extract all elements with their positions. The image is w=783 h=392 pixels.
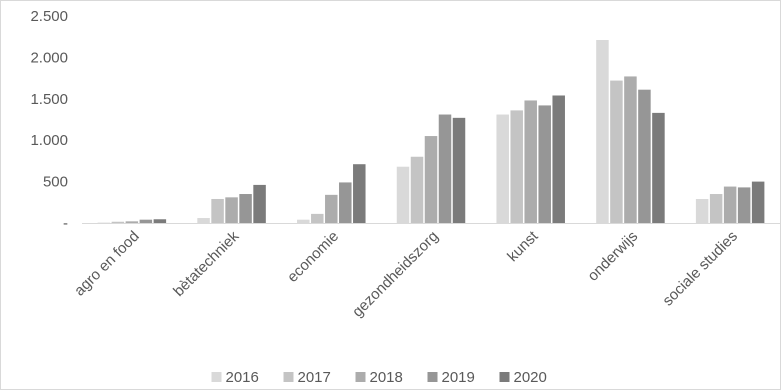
legend-label: 2018 <box>370 369 403 386</box>
bar-2019-6 <box>737 187 751 223</box>
bar-2018-2 <box>325 194 338 223</box>
bar-2017-6 <box>709 194 723 223</box>
legend-item-2017: 2017 <box>283 369 331 386</box>
legend-swatch <box>211 372 222 382</box>
bar-2018-4 <box>524 100 537 223</box>
x-tick-label: gezondheidszorg <box>349 228 442 321</box>
bar-2017-3 <box>410 156 424 223</box>
legend-item-2019: 2019 <box>427 369 475 386</box>
bar-2016-2 <box>297 219 310 223</box>
legend-label: 2019 <box>442 369 475 386</box>
bar-2020-1 <box>253 184 266 223</box>
bar-2018-5 <box>624 76 637 223</box>
bars <box>97 40 765 224</box>
legend-item-2018: 2018 <box>355 369 403 386</box>
bar-2019-3 <box>438 114 452 223</box>
bar-2017-2 <box>311 213 324 223</box>
y-tick-label: 1.000 <box>30 132 68 149</box>
legend-swatch <box>355 372 366 382</box>
bar-2016-6 <box>695 198 709 223</box>
bar-2019-0 <box>139 219 153 223</box>
legend-swatch <box>427 372 438 382</box>
bar-2017-5 <box>610 80 623 223</box>
bar-2016-5 <box>596 40 609 224</box>
bar-2016-1 <box>197 218 210 223</box>
y-axis: - 500 1.000 1.500 2.000 2.500 <box>30 8 68 232</box>
x-axis: agro en food bètatechniek economie gezondhe… <box>71 227 741 320</box>
legend-label: 2016 <box>226 369 259 386</box>
bar-2020-5 <box>652 112 665 223</box>
x-tick-label: agro en food <box>71 228 143 300</box>
legend-item-2016: 2016 <box>211 369 259 386</box>
x-tick-label: economie <box>284 228 342 286</box>
legend-label: 2020 <box>514 369 547 386</box>
y-tick-label: 1.500 <box>30 91 68 108</box>
legend: 2016 2017 2018 2019 2020 <box>211 369 547 386</box>
bar-2019-5 <box>638 89 651 223</box>
legend-item-2020: 2020 <box>499 369 547 386</box>
x-tick-label: sociale studies <box>659 228 741 310</box>
bar-2016-3 <box>396 166 410 223</box>
bar-2017-4 <box>510 110 523 223</box>
bar-2019-2 <box>339 182 352 223</box>
x-tick-label: bètatechniek <box>170 227 243 300</box>
bar-2020-2 <box>353 164 366 223</box>
bar-2020-6 <box>751 181 765 223</box>
legend-swatch <box>499 372 510 382</box>
bar-2020-3 <box>452 117 466 223</box>
y-tick-label: 2.500 <box>30 8 68 25</box>
bar-2017-0 <box>111 221 125 223</box>
y-tick-label: 2.000 <box>30 49 68 66</box>
bar-2018-6 <box>723 186 737 223</box>
bar-2018-1 <box>225 197 238 223</box>
bar-2016-4 <box>496 114 509 223</box>
bar-2018-0 <box>125 221 139 223</box>
y-tick-label: 500 <box>43 174 68 191</box>
bar-2020-0 <box>153 219 167 223</box>
legend-swatch <box>283 372 294 382</box>
bar-2019-4 <box>538 105 551 223</box>
legend-label: 2017 <box>298 369 331 386</box>
x-tick-label: onderwijs <box>584 228 641 285</box>
x-tick-label: kunst <box>504 227 542 265</box>
bar-2019-1 <box>239 194 252 223</box>
y-tick-label: - <box>63 215 68 232</box>
bar-2020-4 <box>552 95 565 223</box>
bar-2018-3 <box>424 136 438 223</box>
bar-2017-1 <box>211 198 224 223</box>
